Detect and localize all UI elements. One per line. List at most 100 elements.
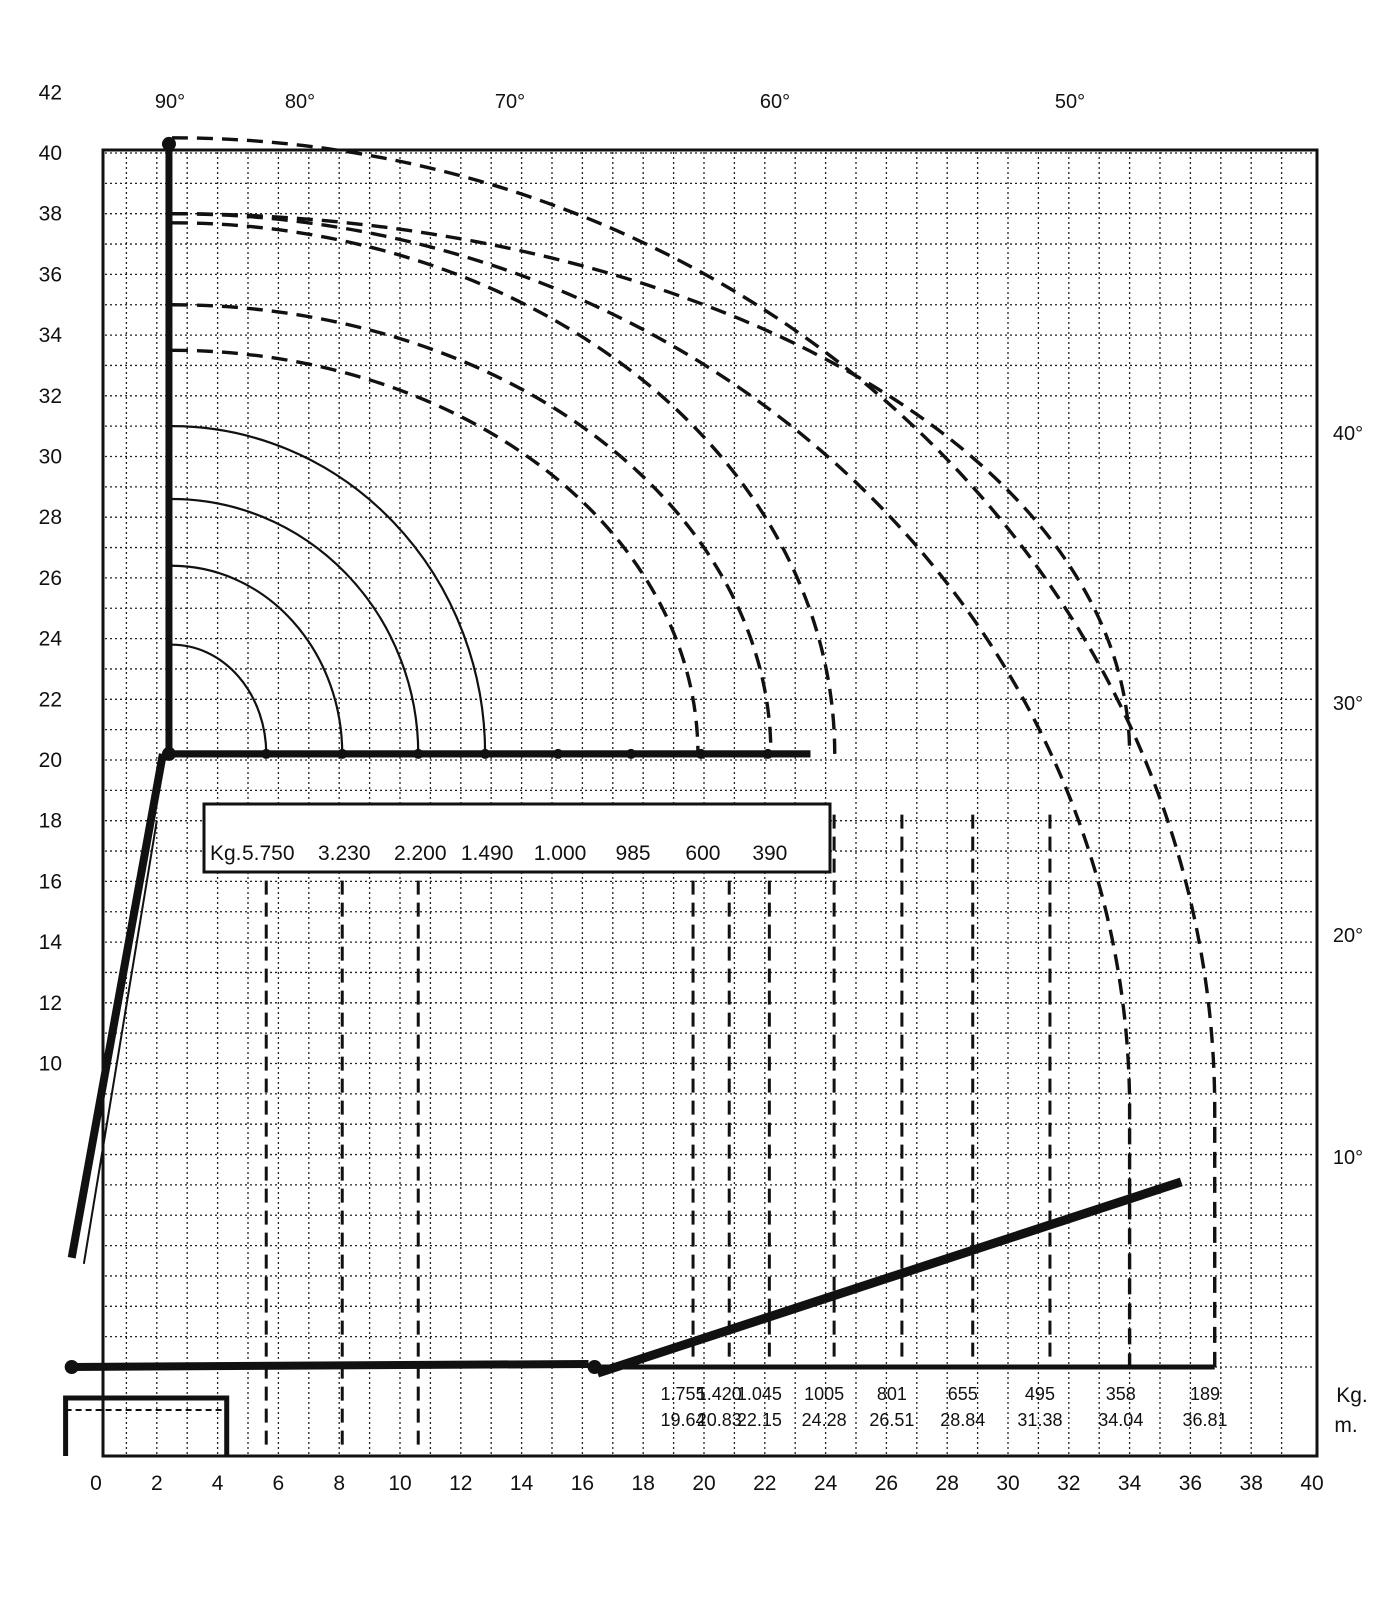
working-range-curve [171, 497, 420, 754]
lower-load-value: 1.045 [737, 1384, 782, 1404]
y-tick-label: 36 [39, 263, 62, 286]
x-tick-label: 34 [1118, 1472, 1142, 1495]
lower-load-value: 1.755 [661, 1384, 706, 1404]
upper-load-value: 600 [685, 842, 720, 865]
y-tick-label: 32 [39, 385, 62, 408]
y-tick-label: 40 [39, 142, 62, 165]
load-point [261, 748, 272, 759]
working-range-curve [171, 564, 344, 754]
load-point [626, 748, 637, 759]
upper-load-value: 1.490 [461, 842, 514, 865]
y-tick-label: 34 [39, 324, 63, 347]
boom-joint [161, 136, 176, 151]
x-tick-label: 8 [333, 1472, 345, 1495]
lower-reach-value: 22.15 [737, 1410, 782, 1430]
x-tick-label: 10 [388, 1472, 411, 1495]
outer-range-curve [171, 212, 1132, 1367]
jib-boom [596, 1177, 1183, 1378]
y-tick-label: 10 [39, 1053, 62, 1076]
lower-load-value: 1.420 [697, 1384, 742, 1404]
upper-load-value: 5.750 [242, 842, 295, 865]
boom-angle-label: 90° [155, 91, 185, 113]
boom-joint [64, 1360, 79, 1374]
truck-base [63, 1395, 230, 1456]
load-point [413, 748, 424, 759]
x-tick-label: 38 [1240, 1472, 1263, 1495]
x-tick-label: 6 [273, 1472, 285, 1495]
boom-angle-label: 70° [495, 91, 525, 113]
lower-load-value: 801 [877, 1384, 907, 1404]
y-tick-label: 14 [39, 931, 63, 954]
y-tick-label: 20 [39, 749, 62, 772]
x-tick-label: 36 [1179, 1472, 1202, 1495]
unit-m-label: m. [1334, 1414, 1357, 1437]
y-tick-label: 42 [39, 81, 62, 104]
labels: 0 2 4 6 8 10 12 14 16 18 20 22 24 26 28 30 32 34 36 38 40 10 1… [39, 81, 1368, 1495]
lower-reach-value: 36.81 [1183, 1410, 1228, 1430]
upper-capacity-box [202, 802, 832, 874]
y-tick-label: 16 [39, 870, 62, 893]
boom-angle-label: 40° [1333, 423, 1363, 445]
load-point [337, 748, 348, 759]
outer-range-curve [171, 136, 1217, 1367]
y-tick-label: 26 [39, 567, 62, 590]
lower-load-value: 495 [1025, 1384, 1055, 1404]
x-tick-label: 4 [212, 1472, 224, 1495]
working-range-curve [171, 303, 773, 754]
working-range-curves [171, 136, 1217, 1450]
crane-boom [63, 136, 1215, 1456]
working-range-curve [171, 425, 487, 754]
y-tick-label: 30 [39, 446, 62, 469]
x-tick-label: 12 [449, 1472, 472, 1495]
load-point [695, 748, 706, 759]
x-tick-label: 40 [1300, 1472, 1323, 1495]
lower-load-value: 189 [1190, 1384, 1220, 1404]
boom-angle-label: 50° [1055, 91, 1085, 113]
working-range-curve [171, 221, 837, 754]
lower-reach-value: 28.84 [940, 1410, 985, 1430]
upper-load-value: 3.230 [318, 842, 371, 865]
working-range-curve [171, 212, 1132, 754]
lower-reach-value: 20.83 [697, 1410, 742, 1430]
boom-angle-label: 60° [760, 91, 790, 113]
x-tick-label: 18 [632, 1472, 655, 1495]
working-range-curve [171, 348, 700, 754]
lower-horizontal-boom [71, 1359, 589, 1371]
lower-reach-value: 34.04 [1098, 1410, 1143, 1430]
y-tick-label: 24 [39, 628, 63, 651]
upper-load-value: 390 [752, 842, 787, 865]
inclined-boom [67, 753, 167, 1259]
x-tick-label: 16 [571, 1472, 594, 1495]
y-tick-label: 28 [39, 506, 62, 529]
x-tick-label: 32 [1057, 1472, 1080, 1495]
lower-reach-value: 26.51 [869, 1410, 914, 1430]
lower-load-value: 1005 [804, 1384, 844, 1404]
x-tick-label: 20 [692, 1472, 715, 1495]
x-tick-label: 14 [510, 1472, 534, 1495]
lower-load-value: 358 [1106, 1384, 1136, 1404]
lower-reach-value: 31.38 [1017, 1410, 1062, 1430]
y-tick-label: 18 [39, 810, 62, 833]
x-tick-label: 22 [753, 1472, 776, 1495]
upper-load-value: 1.000 [534, 842, 587, 865]
boom-angle-label: 20° [1333, 925, 1363, 947]
y-tick-label: 38 [39, 203, 62, 226]
working-range-curve [171, 643, 268, 754]
x-tick-label: 24 [814, 1472, 838, 1495]
x-tick-label: 0 [90, 1472, 102, 1495]
boom-joint [587, 1360, 602, 1374]
upper-load-value: 2.200 [394, 842, 447, 865]
upper-load-value: 985 [616, 842, 651, 865]
boom-angle-label: 10° [1333, 1147, 1363, 1169]
lower-reach-value: 24.28 [802, 1410, 847, 1430]
y-tick-label: 12 [39, 992, 62, 1015]
boom-joint [161, 746, 176, 761]
unit-kg-label: Kg. [1336, 1384, 1368, 1407]
load-point [553, 748, 564, 759]
lower-reach-value: 19.64 [661, 1410, 706, 1430]
load-point [480, 748, 491, 759]
plot-frame [101, 148, 1319, 1458]
boom-angle-label: 30° [1333, 693, 1363, 715]
y-tick-label: 22 [39, 688, 62, 711]
load-point [762, 748, 773, 759]
